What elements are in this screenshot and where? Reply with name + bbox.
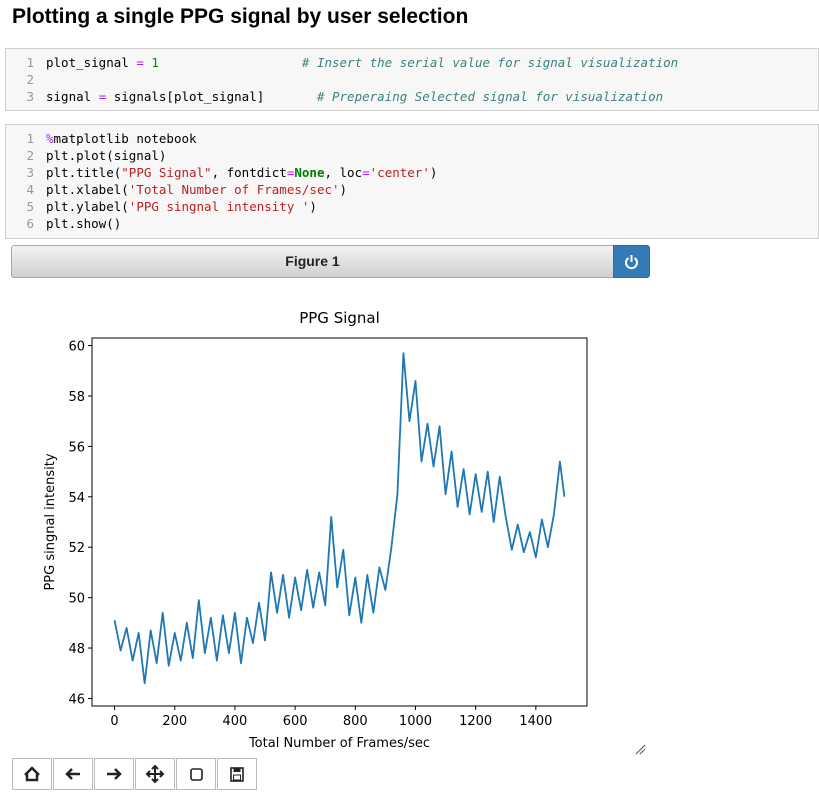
code-line: 6 plt.show()	[6, 215, 818, 232]
code-token: matplotlib notebook	[53, 131, 197, 146]
figure-bar: Figure 1	[11, 245, 614, 278]
x-axis-label: Total Number of Frames/sec	[248, 736, 430, 751]
x-tick-label: 1000	[399, 714, 432, 729]
code: plt.plot(signal)	[46, 147, 166, 164]
code-token: =	[286, 165, 295, 180]
code-token: , fontdict	[211, 165, 287, 180]
code-line: 2	[6, 71, 818, 88]
icon	[107, 768, 122, 780]
code: signal = signals[plot_signal] # Preperai…	[46, 88, 663, 105]
resize-handle[interactable]	[635, 744, 646, 755]
zoom-button[interactable]	[176, 758, 216, 790]
code-line: 3 plt.title("PPG Signal", fontdict=None, …	[6, 164, 818, 181]
code-line: 3 signal = signals[plot_signal] # Prepera…	[6, 88, 818, 105]
home-button[interactable]	[12, 758, 52, 790]
y-tick-label: 50	[68, 592, 85, 607]
code-token: =	[98, 89, 107, 104]
x-tick-label: 0	[110, 714, 118, 729]
code-line: 1 plot_signal = 1 # Insert the serial val…	[6, 54, 818, 71]
y-tick-label: 60	[68, 340, 85, 355]
back-button[interactable]	[53, 758, 93, 790]
line-number: 2	[26, 148, 34, 163]
save-button[interactable]	[217, 758, 257, 790]
code-token: plt.ylabel(	[46, 199, 129, 214]
icon	[65, 768, 80, 780]
code-token: 'PPG singnal intensity '	[128, 199, 310, 214]
code-token: , loc	[324, 165, 363, 180]
code-token: =	[136, 55, 144, 70]
code-line: 4 plt.xlabel('Total Number of Frames/sec'…	[6, 181, 818, 198]
icon	[24, 766, 40, 782]
power-icon	[625, 255, 638, 270]
code-token: 'center'	[369, 165, 430, 180]
icon	[145, 764, 165, 784]
plot-frame	[91, 337, 588, 707]
code: plot_signal = 1 # Insert the serial valu…	[46, 54, 678, 71]
code-token: plot_signal	[46, 55, 137, 70]
code-token: plt.plot(signal)	[46, 148, 167, 163]
x-tick-label: 600	[283, 714, 308, 729]
code-token: # Preperaing Selected signal for visuali…	[264, 89, 664, 104]
code: %matplotlib notebook	[46, 130, 197, 147]
code-token: 'Total Number of Frames/sec'	[128, 182, 340, 197]
y-tick-label: 58	[68, 390, 85, 405]
code-token: )	[339, 182, 348, 197]
x-tick-label: 200	[162, 714, 187, 729]
line-number: 2	[26, 72, 34, 87]
line-number: 3	[26, 165, 34, 180]
code-cell[interactable]: 1 plot_signal = 1 # Insert the serial val…	[5, 48, 819, 111]
code: plt.ylabel('PPG singnal intensity ')	[46, 198, 317, 215]
code-token: )	[429, 165, 438, 180]
code-token: signal	[46, 89, 99, 104]
y-tick-label: 56	[68, 440, 85, 455]
chart-title: PPG Signal	[299, 309, 380, 327]
code-token: None	[294, 165, 325, 180]
forward-button[interactable]	[94, 758, 134, 790]
chart: PPG Signal Total Number of Frames/sec PP…	[43, 309, 646, 755]
code-token: "PPG Signal"	[121, 165, 212, 180]
y-tick-label: 52	[68, 541, 85, 556]
code-line: 2 plt.plot(signal)	[6, 147, 818, 164]
code: plt.title("PPG Signal", fontdict=None, l…	[46, 164, 437, 181]
y-tick-label: 48	[68, 642, 85, 657]
x-tick-label: 1200	[459, 714, 492, 729]
pan-button[interactable]	[135, 758, 175, 790]
icon	[230, 767, 244, 782]
y-tick-label: 54	[68, 491, 85, 506]
line-number: 5	[26, 199, 34, 214]
code-token: signals[plot_signal]	[106, 89, 265, 104]
line-number: 1	[26, 55, 34, 70]
signal-line	[113, 352, 566, 685]
x-tick-label: 1400	[519, 714, 552, 729]
heading: Plotting a single PPG signal by user sel…	[12, 5, 469, 28]
code-token: 1	[143, 55, 159, 70]
y-tick-label: 46	[68, 692, 85, 707]
code-token: %	[46, 131, 54, 146]
code: plt.show()	[46, 215, 121, 232]
y-axis-label: PPG singnal intensity	[43, 453, 58, 590]
code-cell[interactable]: 1 %matplotlib notebook 2 plt.plot(signal) 3 p…	[5, 124, 819, 239]
line-number: 4	[26, 182, 34, 197]
code-line: 5 plt.ylabel('PPG singnal intensity ')	[6, 198, 818, 215]
code-token: plt.show()	[46, 216, 122, 231]
code-token: =	[362, 165, 370, 180]
x-tick-label: 800	[343, 714, 368, 729]
x-tick-label: 400	[223, 714, 248, 729]
line-number: 3	[26, 89, 34, 104]
code-token: # Insert the serial value for signal vis…	[158, 55, 679, 70]
close-button[interactable]	[613, 245, 650, 278]
code-line: 1 %matplotlib notebook	[6, 130, 818, 147]
code-token: )	[309, 199, 317, 214]
line-number: 1	[26, 131, 34, 146]
code-token: plt.xlabel(	[46, 182, 129, 197]
icon	[190, 768, 203, 781]
code-token: plt.title(	[46, 165, 122, 180]
line-number: 6	[26, 216, 34, 231]
code: plt.xlabel('Total Number of Frames/sec')	[46, 181, 347, 198]
